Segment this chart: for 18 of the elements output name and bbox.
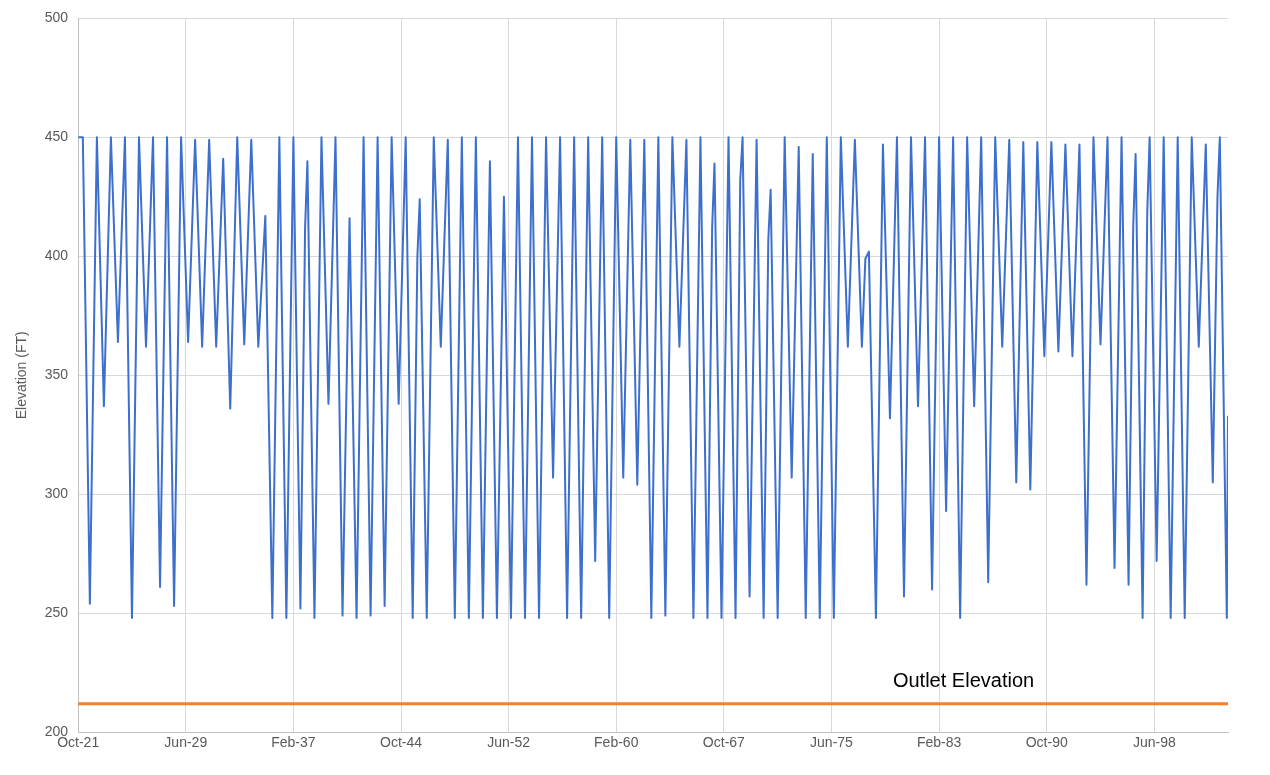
x-tick-label: Oct-90 [1025, 734, 1068, 751]
y-tick-label: 350 [44, 366, 69, 383]
y-tick-label: 450 [44, 128, 69, 145]
x-tick-label: Jun-75 [810, 734, 854, 751]
x-tick-label: Jun-29 [164, 734, 208, 751]
y-tick-label: 300 [44, 485, 69, 502]
y-tick-label: 400 [44, 247, 69, 264]
ref-line-label: Outlet Elevation [892, 669, 1035, 692]
x-tick-label: Oct-67 [702, 734, 746, 751]
x-tick-label: Feb-83 [916, 734, 962, 751]
x-tick-label: Oct-44 [380, 734, 423, 751]
y-tick-label: 250 [44, 604, 69, 621]
y-tick-label: 500 [44, 9, 69, 26]
x-tick-label: Feb-37 [271, 734, 316, 751]
x-tick-label: Jun-52 [487, 734, 531, 751]
x-tick-label: Feb-60 [594, 734, 639, 751]
x-tick-label: Jun-98 [1132, 734, 1176, 751]
y-axis-title: Elevation (FT) [13, 331, 30, 420]
